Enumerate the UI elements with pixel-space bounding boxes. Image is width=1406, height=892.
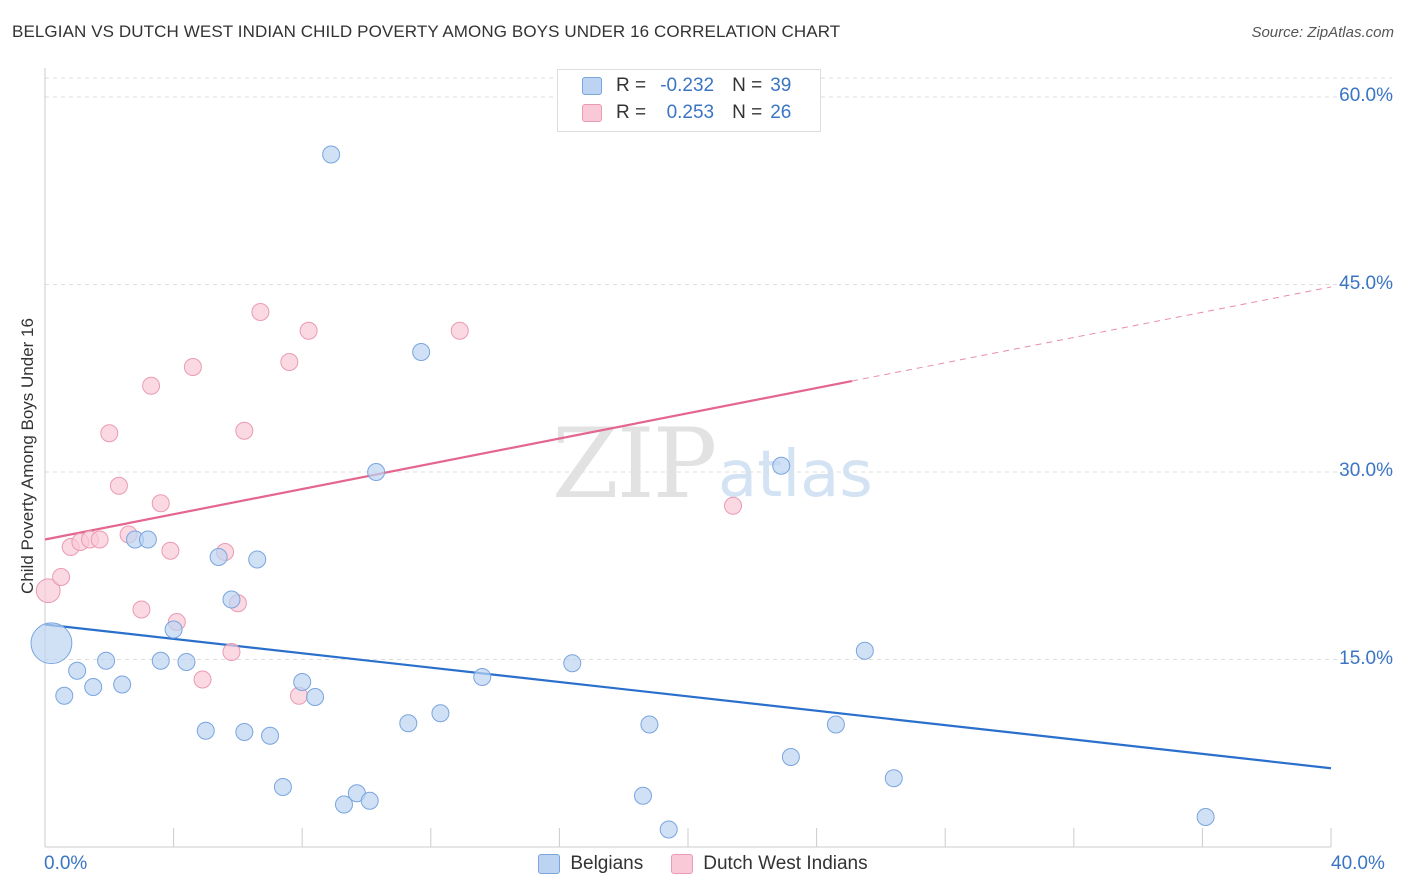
point-dutch	[35, 578, 61, 604]
n-value: 39	[770, 75, 792, 96]
belgians-swatch	[582, 77, 602, 95]
point-dutch	[235, 421, 254, 440]
legend-row-dutch-west-indians: R = 0.253 N = 26	[582, 101, 791, 125]
point-dutch	[193, 670, 212, 689]
point-belgians	[84, 678, 103, 696]
point-belgians	[97, 651, 116, 670]
point-belgians	[781, 748, 800, 766]
point-dutch	[142, 376, 161, 395]
legend-label-dutch-west-indians: Dutch West Indians	[703, 853, 868, 874]
dutch-west-indians-swatch	[671, 854, 694, 874]
point-belgians	[322, 145, 341, 164]
point-belgians	[138, 530, 157, 549]
dutch-west-indians-swatch	[582, 104, 602, 122]
point-dutch	[90, 530, 109, 549]
point-belgians	[68, 661, 87, 680]
point-belgians	[640, 715, 659, 734]
point-dutch	[100, 424, 119, 443]
point-dutch	[132, 600, 151, 619]
source-label: Source: ZipAtlas.com	[1251, 24, 1394, 41]
point-belgians	[177, 653, 196, 671]
point-belgians	[334, 795, 353, 814]
point-dutch	[251, 303, 270, 321]
y-axis-label: Child Poverty Among Boys Under 16	[18, 318, 37, 594]
point-belgians	[261, 726, 280, 745]
point-belgians	[235, 723, 254, 741]
legend-label-belgians: Belgians	[570, 853, 644, 874]
point-belgians	[248, 550, 267, 569]
point-belgians	[855, 641, 874, 660]
point-dutch	[299, 321, 318, 340]
r-value: -0.232	[660, 75, 715, 96]
y-tick-label: 45.0%	[1339, 272, 1393, 294]
grid-lines	[45, 77, 1392, 660]
series-legend: Belgians Dutch West Indians	[0, 851, 1406, 877]
point-belgians	[164, 620, 183, 639]
point-belgians	[196, 721, 215, 740]
point-belgians	[826, 715, 845, 734]
trend-line-extension-dutch	[851, 286, 1332, 382]
point-dutch	[52, 568, 71, 586]
point-belgians	[151, 651, 170, 670]
point-belgians	[659, 820, 678, 839]
point-belgians	[772, 456, 791, 475]
data-points	[30, 145, 1215, 839]
point-dutch	[161, 541, 180, 560]
point-belgians	[209, 548, 228, 566]
n-value: 26	[770, 102, 792, 123]
legend-row-belgians: R = -0.232 N = 39	[582, 74, 791, 98]
point-belgians	[1196, 808, 1215, 826]
point-belgians	[884, 769, 903, 788]
point-belgians	[113, 675, 132, 694]
point-dutch	[450, 321, 469, 340]
point-dutch	[222, 643, 241, 661]
point-dutch	[151, 494, 170, 513]
y-tick-label: 15.0%	[1339, 647, 1393, 669]
axes	[44, 68, 1332, 848]
y-tick-label: 60.0%	[1339, 85, 1393, 106]
point-dutch	[183, 358, 202, 376]
point-belgians	[222, 590, 241, 609]
correlation-legend: R = -0.232 N = 39 R = 0.253 N = 26	[557, 69, 821, 132]
point-belgians	[431, 704, 450, 723]
point-belgians	[273, 778, 292, 796]
point-belgians	[360, 791, 379, 810]
point-belgians	[30, 622, 73, 665]
point-belgians	[367, 463, 386, 481]
x-tick-label-max: 40.0%	[1331, 853, 1385, 874]
trend-line-belgians	[44, 623, 1332, 770]
point-belgians	[563, 654, 582, 673]
r-label: R =	[616, 102, 647, 123]
point-belgians	[293, 673, 312, 691]
point-dutch	[724, 496, 743, 515]
point-belgians	[306, 688, 325, 706]
point-belgians	[412, 343, 431, 361]
belgians-swatch	[538, 854, 561, 874]
trend-line-dutch	[44, 379, 853, 541]
watermark-atlas: atlas	[718, 438, 873, 512]
chart-title: BELGIAN VS DUTCH WEST INDIAN CHILD POVER…	[12, 22, 841, 41]
x-tick-label-min: 0.0%	[44, 853, 88, 874]
point-dutch	[109, 476, 128, 495]
point-belgians	[399, 714, 418, 733]
point-belgians	[633, 786, 652, 805]
trend-lines	[44, 286, 1332, 770]
r-value: 0.253	[666, 102, 715, 123]
legend-item-dutch-west-indians[interactable]: Dutch West Indians	[671, 853, 868, 875]
watermark-zip: ZIP	[552, 408, 717, 520]
n-label: N =	[732, 102, 763, 123]
point-belgians	[473, 668, 492, 686]
point-belgians	[55, 686, 74, 705]
n-label: N =	[732, 75, 763, 96]
y-tick-label: 30.0%	[1339, 460, 1393, 481]
legend-item-belgians[interactable]: Belgians	[538, 853, 643, 875]
point-dutch	[280, 353, 299, 371]
r-label: R =	[616, 75, 647, 96]
